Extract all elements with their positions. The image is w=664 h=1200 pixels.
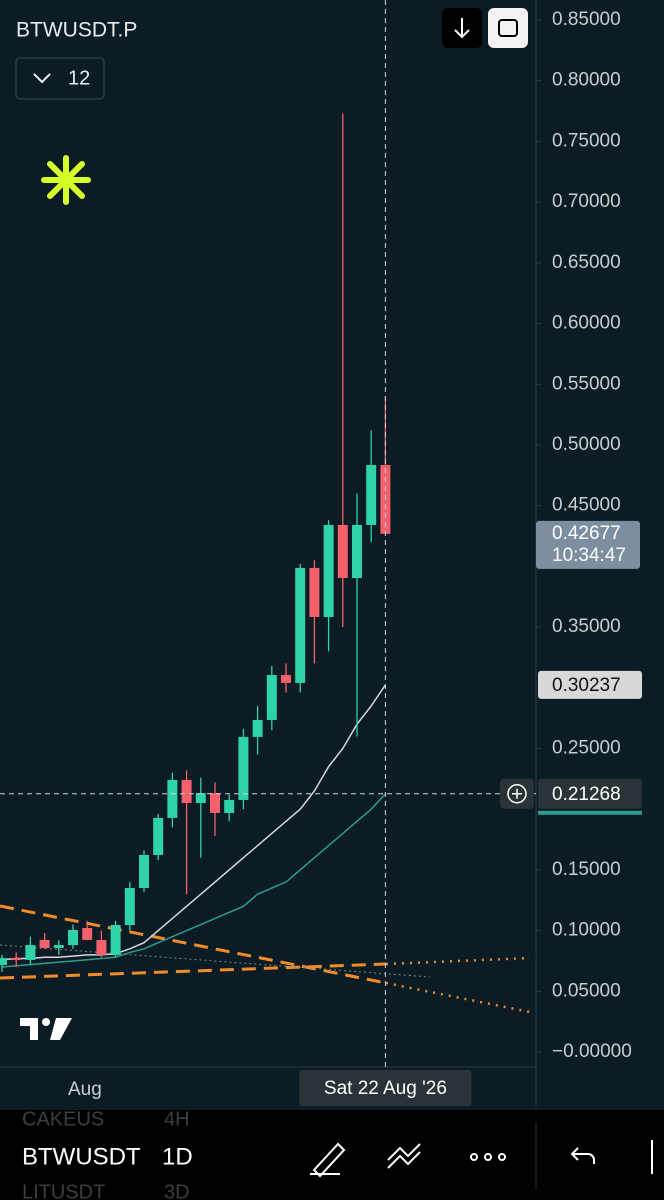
- y-tick-label: 0.35000: [552, 616, 621, 637]
- candle-body: [139, 854, 149, 888]
- candle-body: [337, 524, 348, 579]
- fullscreen-button[interactable]: [488, 8, 528, 48]
- last-price: 0.42677: [552, 523, 621, 544]
- candle-body: [82, 928, 93, 940]
- crosshair-date-tag: [299, 1070, 472, 1106]
- y-tick-label: 0.75000: [552, 130, 621, 151]
- candle-body: [224, 799, 235, 813]
- undo-button[interactable]: [570, 1147, 595, 1164]
- candle-body: [210, 793, 220, 813]
- candle-body: [11, 958, 22, 960]
- candle-body: [110, 925, 121, 955]
- y-tick-label: 0.70000: [552, 191, 621, 212]
- trend-tool-button[interactable]: [387, 1143, 421, 1169]
- x-tick-label: Aug: [68, 1079, 102, 1100]
- y-tick-label: 0.55000: [552, 373, 621, 394]
- candle-body: [39, 939, 50, 948]
- y-tick-label: 0.65000: [552, 252, 621, 273]
- y-tick-label: 0.50000: [552, 434, 621, 455]
- candle-body: [266, 675, 277, 720]
- moving-average: [1, 684, 387, 961]
- chevron-icon: [33, 73, 51, 84]
- candle-body: [252, 719, 263, 737]
- candle-body: [195, 793, 206, 803]
- crosshair-date: Sat 22 Aug '26: [324, 1078, 447, 1099]
- toolbar-symbol[interactable]: BTWUSDT: [22, 1143, 141, 1170]
- faded-interval: 3D: [164, 1181, 190, 1200]
- plus-icon: [512, 788, 522, 799]
- y-tick-label: 0.10000: [552, 920, 621, 941]
- candle-body: [238, 736, 249, 800]
- ma-price: 0.30237: [552, 675, 621, 696]
- candle-body: [295, 567, 306, 683]
- candle-body: [167, 779, 178, 818]
- faded-symbol: CAKEUS: [22, 1108, 104, 1130]
- y-tick-label: 0.15000: [552, 859, 621, 880]
- y-tick-label: 0.60000: [552, 313, 621, 334]
- candle-body: [181, 779, 192, 803]
- faded-symbol: LITUSDT: [22, 1181, 105, 1200]
- trend-lines: [0, 904, 387, 985]
- candle-body: [352, 524, 362, 579]
- y-tick-label: 0.80000: [552, 70, 621, 91]
- draw-tool-button[interactable]: [310, 1142, 346, 1178]
- candle-body: [281, 675, 291, 683]
- countdown: 10:34:47: [552, 545, 626, 566]
- y-tick-label: 0.45000: [552, 495, 621, 516]
- download-icon: [454, 18, 470, 39]
- y-tick-label: 0.25000: [552, 737, 621, 758]
- crosshair-price-tag: [538, 778, 642, 809]
- crosshair-price: 0.21268: [552, 784, 621, 805]
- watermark: [20, 1018, 72, 1040]
- candle-body: [25, 945, 36, 960]
- y-tick-label: 0.05000: [552, 980, 621, 1001]
- more-button[interactable]: [470, 1153, 506, 1161]
- dotted-line: [0, 944, 431, 978]
- y-tick-label: 0.85000: [552, 9, 621, 30]
- toolbar-interval[interactable]: 1D: [162, 1143, 193, 1170]
- indicator-toggle[interactable]: [15, 57, 105, 100]
- logo-icon: [41, 155, 91, 205]
- candle-body: [68, 929, 78, 946]
- candle-body: [366, 464, 377, 525]
- candle-body: [53, 945, 64, 948]
- indicator-count: 12: [68, 67, 90, 89]
- candle-body: [153, 817, 164, 855]
- moving-average: [1, 793, 386, 968]
- last-price-tag: [536, 520, 640, 569]
- candle-body: [323, 524, 334, 617]
- candle-body: [0, 958, 7, 965]
- ma-indicator-strip: [538, 810, 642, 815]
- candle-body: [96, 939, 107, 955]
- toolbar: [0, 1110, 664, 1200]
- symbol-title: BTWUSDT.P: [16, 19, 137, 42]
- y-tick-label: −0.00000: [552, 1041, 632, 1062]
- fullscreen-icon: [498, 19, 518, 37]
- candle-body: [124, 887, 135, 926]
- ma-price-tag: [538, 670, 642, 699]
- faded-interval: 4H: [164, 1108, 190, 1130]
- trend-extensions: [385, 956, 531, 1014]
- plus-icon: [507, 784, 527, 804]
- candle-body: [309, 567, 320, 617]
